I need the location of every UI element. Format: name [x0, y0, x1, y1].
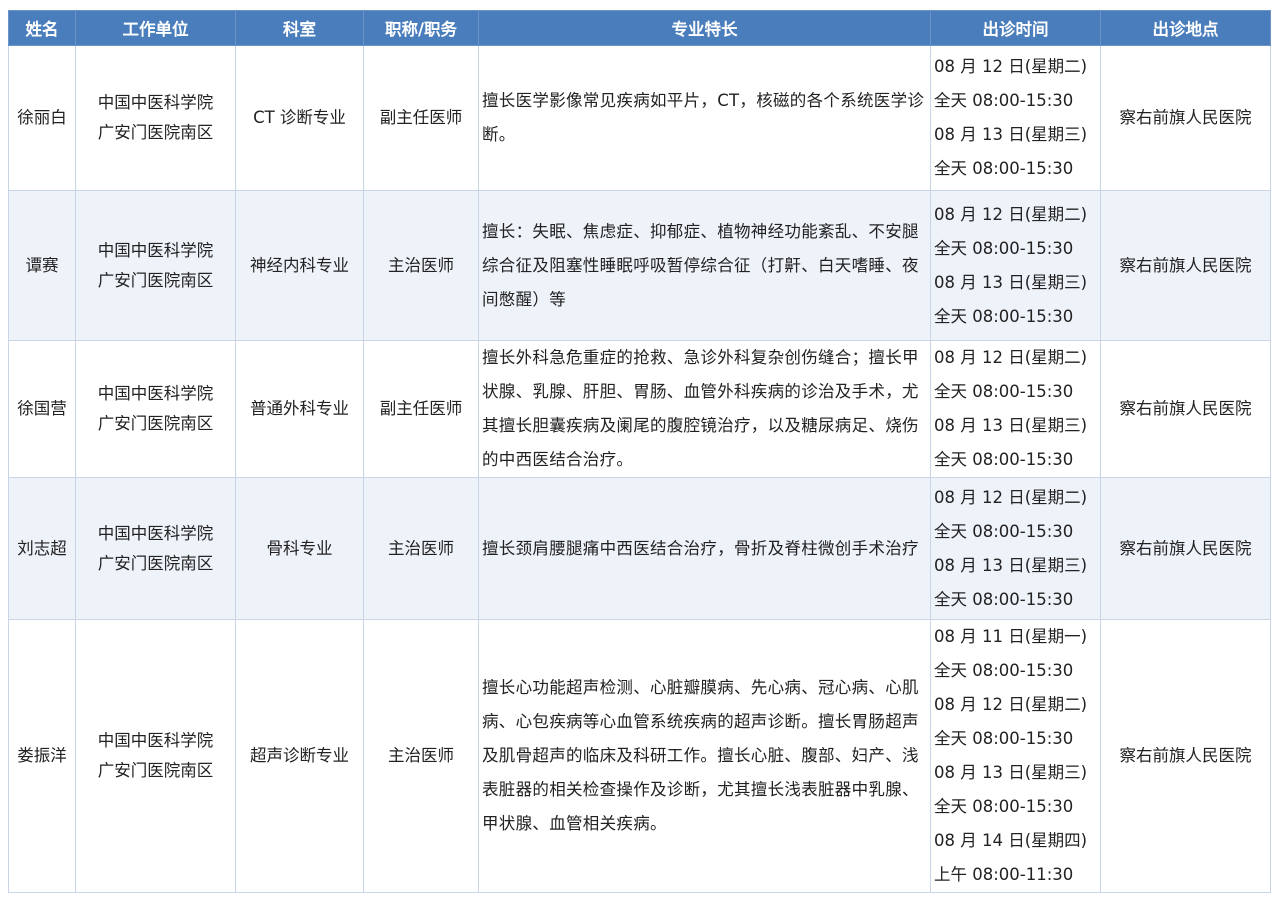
time-line: 08 月 12 日(星期二): [934, 57, 1088, 76]
cell-unit: 中国中医科学院广安门医院南区: [75, 45, 236, 191]
cell-place: 察右前旗人民医院: [1100, 190, 1271, 341]
cell-unit: 中国中医科学院广安门医院南区: [75, 340, 236, 478]
time-line: 08 月 12 日(星期二): [934, 695, 1088, 714]
time-line: 08 月 11 日(星期一): [934, 627, 1088, 646]
cell-time: 08 月 12 日(星期二) 全天 08:00-15:30 08 月 13 日(星期…: [930, 477, 1101, 620]
time-line: 全天 08:00-15:30: [934, 450, 1074, 469]
time-line: 08 月 12 日(星期二): [934, 487, 1088, 507]
cell-dept: 骨科专业: [235, 477, 364, 620]
table-row: 娄振洋 中国中医科学院广安门医院南区 超声诊断专业 主治医师 擅长心功能超声检测、心脏瓣…: [8, 619, 1271, 893]
cell-place: 察右前旗人民医院: [1100, 340, 1271, 478]
table-row: 徐国营 中国中医科学院广安门医院南区 普通外科专业 副主任医师 擅长外科急危重症的抢救、…: [8, 340, 1271, 478]
header-name: 姓名: [8, 10, 76, 46]
cell-title: 副主任医师: [363, 45, 479, 191]
cell-title: 副主任医师: [363, 340, 479, 478]
cell-unit: 中国中医科学院广安门医院南区: [75, 190, 236, 341]
time-line: 全天 08:00-15:30: [934, 382, 1074, 401]
cell-unit: 中国中医科学院广安门医院南区: [75, 619, 236, 893]
time-line: 全天 08:00-15:30: [934, 238, 1074, 258]
time-line: 08 月 14 日(星期四): [934, 831, 1088, 850]
time-line: 08 月 13 日(星期三): [934, 272, 1088, 292]
time-line: 08 月 13 日(星期三): [934, 555, 1088, 575]
cell-specialty: 擅长颈肩腰腿痛中西医结合治疗，骨折及脊柱微创手术治疗: [478, 477, 931, 620]
cell-place: 察右前旗人民医院: [1100, 619, 1271, 893]
cell-time: 08 月 12 日(星期二) 全天 08:00-15:30 08 月 13 日(星期…: [930, 340, 1101, 478]
time-line: 08 月 13 日(星期三): [934, 125, 1088, 144]
time-line: 08 月 13 日(星期三): [934, 416, 1088, 435]
time-line: 全天 08:00-15:30: [934, 306, 1074, 326]
time-line: 全天 08:00-15:30: [934, 159, 1074, 178]
cell-time: 08 月 11 日(星期一) 全天 08:00-15:30 08 月 12 日(星期…: [930, 619, 1101, 893]
cell-dept: 超声诊断专业: [235, 619, 364, 893]
table-row: 徐丽白 中国中医科学院广安门医院南区 CT 诊断专业 副主任医师 擅长医学影像常见疾病如…: [8, 45, 1271, 191]
time-line: 全天 08:00-15:30: [934, 91, 1074, 110]
cell-specialty: 擅长医学影像常见疾病如平片，CT，核磁的各个系统医学诊断。: [478, 45, 931, 191]
time-line: 08 月 12 日(星期二): [934, 348, 1088, 367]
cell-dept: 神经内科专业: [235, 190, 364, 341]
doctor-schedule-table: 姓名 工作单位 科室 职称/职务 专业特长 出诊时间 出诊地点 徐丽白 中国中医科学院广安门医…: [8, 10, 1271, 893]
cell-place: 察右前旗人民医院: [1100, 477, 1271, 620]
cell-place: 察右前旗人民医院: [1100, 45, 1271, 191]
cell-specialty: 擅长心功能超声检测、心脏瓣膜病、先心病、冠心病、心肌病、心包疾病等心血管系统疾病…: [478, 619, 931, 893]
cell-dept: 普通外科专业: [235, 340, 364, 478]
time-line: 上午 08:00-11:30: [934, 865, 1074, 884]
cell-title: 主治医师: [363, 190, 479, 341]
time-line: 全天 08:00-15:30: [934, 521, 1074, 541]
cell-unit: 中国中医科学院广安门医院南区: [75, 477, 236, 620]
time-line: 全天 08:00-15:30: [934, 729, 1074, 748]
cell-name: 徐丽白: [8, 45, 76, 191]
cell-name: 娄振洋: [8, 619, 76, 893]
cell-specialty: 擅长外科急危重症的抢救、急诊外科复杂创伤缝合；擅长甲状腺、乳腺、肝胆、胃肠、血管…: [478, 340, 931, 478]
cell-title: 主治医师: [363, 477, 479, 620]
table-row: 谭赛 中国中医科学院广安门医院南区 神经内科专业 主治医师 擅长：失眠、焦虑症、抑郁症、…: [8, 190, 1271, 341]
table-row: 刘志超 中国中医科学院广安门医院南区 骨科专业 主治医师 擅长颈肩腰腿痛中西医结合治疗，…: [8, 477, 1271, 620]
cell-title: 主治医师: [363, 619, 479, 893]
header-time: 出诊时间: [930, 10, 1101, 46]
time-line: 08 月 13 日(星期三): [934, 763, 1088, 782]
time-line: 全天 08:00-15:30: [934, 661, 1074, 680]
cell-specialty: 擅长：失眠、焦虑症、抑郁症、植物神经功能紊乱、不安腿综合征及阻塞性睡眠呼吸暂停综…: [478, 190, 931, 341]
header-unit: 工作单位: [75, 10, 236, 46]
cell-time: 08 月 12 日(星期二) 全天 08:00-15:30 08 月 13 日(星期…: [930, 45, 1101, 191]
cell-name: 徐国营: [8, 340, 76, 478]
cell-dept: CT 诊断专业: [235, 45, 364, 191]
header-place: 出诊地点: [1100, 10, 1271, 46]
header-title: 职称/职务: [363, 10, 479, 46]
time-line: 全天 08:00-15:30: [934, 797, 1074, 816]
header-dept: 科室: [235, 10, 364, 46]
time-line: 全天 08:00-15:30: [934, 589, 1074, 609]
cell-name: 谭赛: [8, 190, 76, 341]
header-row: 姓名 工作单位 科室 职称/职务 专业特长 出诊时间 出诊地点: [8, 10, 1271, 46]
header-specialty: 专业特长: [478, 10, 931, 46]
cell-name: 刘志超: [8, 477, 76, 620]
time-line: 08 月 12 日(星期二): [934, 204, 1088, 224]
cell-time: 08 月 12 日(星期二) 全天 08:00-15:30 08 月 13 日(星期…: [930, 190, 1101, 341]
